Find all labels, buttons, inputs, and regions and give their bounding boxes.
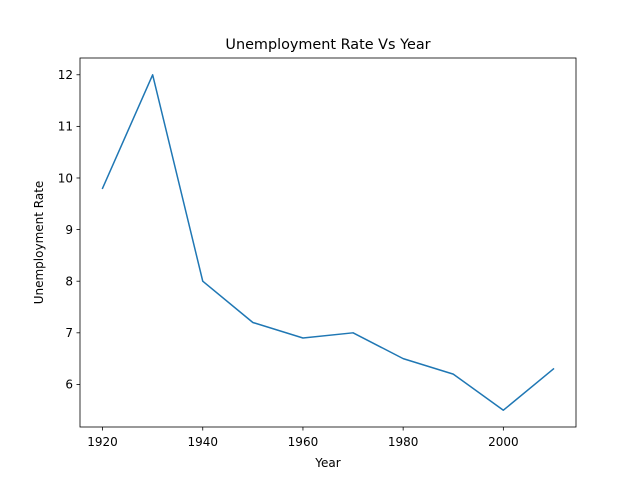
y-tick-label: 10	[58, 171, 73, 185]
y-tick-label: 12	[58, 68, 73, 82]
plot-frame	[79, 57, 577, 428]
series-line	[101, 74, 555, 411]
x-tick-label: 1940	[187, 435, 218, 449]
chart-title: Unemployment Rate Vs Year	[225, 37, 430, 53]
y-axis-label: Unemployment Rate	[32, 181, 46, 305]
y-tick-label: 11	[58, 120, 73, 134]
x-tick-label: 1960	[288, 435, 319, 449]
series-layer	[101, 74, 555, 411]
y-tick-label: 8	[65, 275, 73, 289]
x-tick-label: 1980	[388, 435, 419, 449]
x-axis-label: Year	[314, 456, 340, 470]
x-tick-label: 2000	[488, 435, 519, 449]
y-tick-label: 7	[65, 326, 73, 340]
x-tick-label: 1920	[87, 435, 118, 449]
y-axis: 6 7 8 9 10 11 12	[58, 68, 80, 392]
y-tick-label: 6	[65, 378, 73, 392]
x-axis: 1920 1940 1960 1980 2000	[87, 427, 519, 449]
y-tick-label: 9	[65, 223, 73, 237]
